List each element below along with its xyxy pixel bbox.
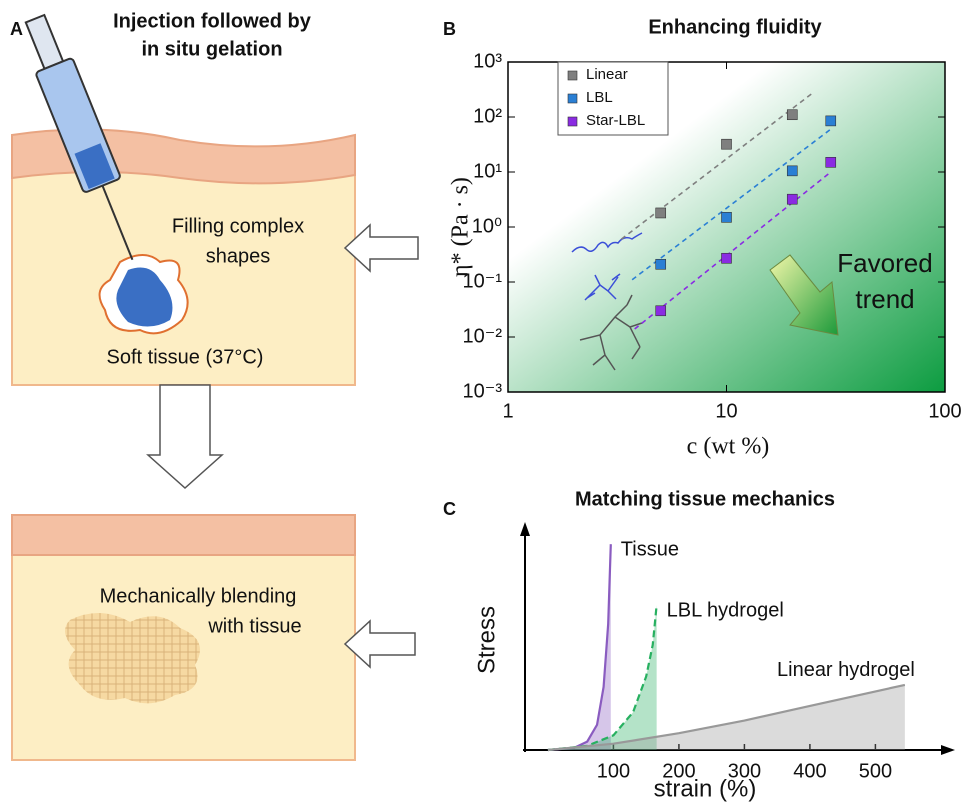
syringe-content <box>74 143 115 190</box>
chart-title: Matching tissue mechanics <box>575 488 835 510</box>
trend-arrow <box>769 254 839 336</box>
label: with tissue <box>207 615 301 637</box>
arrow-left <box>343 223 419 273</box>
gel-fill <box>116 267 173 327</box>
tissue-box <box>11 149 356 386</box>
x-tick-label: 500 <box>859 760 892 782</box>
y-tick-label: 10² <box>473 105 502 127</box>
syringe <box>24 13 134 261</box>
axis-arrow <box>941 745 955 755</box>
blended-gel <box>65 612 200 704</box>
x-tick-label: 1 <box>502 400 513 422</box>
y-tick-label: 10⁻¹ <box>463 270 503 292</box>
arrow-left <box>343 619 416 669</box>
molecule-star <box>579 294 643 371</box>
marker <box>721 212 732 223</box>
fit-line <box>634 171 832 330</box>
legend-label: Star-LBL <box>586 112 645 129</box>
x-tick-label: 200 <box>662 760 695 782</box>
syringe-plunger <box>24 13 65 71</box>
x-tick-label: 400 <box>793 760 826 782</box>
marker <box>721 138 732 150</box>
y-tick-label: 10¹ <box>473 160 502 182</box>
marker <box>825 115 837 127</box>
legend-marker <box>567 70 578 81</box>
label: Mechanically blending <box>100 585 297 607</box>
series-label: Linear hydrogel <box>777 659 915 681</box>
fit-line <box>620 91 814 240</box>
x-tick-label: 300 <box>728 760 761 782</box>
series-area <box>547 684 905 750</box>
y-tick-label: 10³ <box>473 50 502 72</box>
marker <box>655 258 667 270</box>
x-tick-label: 10 <box>715 400 737 422</box>
marker <box>786 165 798 177</box>
marker <box>786 193 798 205</box>
panel-label: B <box>443 19 456 39</box>
label: Filling complex <box>172 215 304 237</box>
label: Soft tissue (37°C) <box>107 346 264 368</box>
legend-marker <box>567 93 578 104</box>
y-tick-label: 10⁻² <box>463 325 503 347</box>
arrow-down <box>146 384 224 490</box>
molecule-lbl <box>584 273 621 301</box>
molecule-linear <box>571 232 643 253</box>
y-tick-label: 10⁻³ <box>463 380 503 402</box>
series-label: LBL hydrogel <box>667 599 784 621</box>
series-area <box>547 605 657 750</box>
x-axis-label: strain (%) <box>654 775 757 802</box>
marker <box>786 109 798 121</box>
marker <box>655 305 667 317</box>
legend-marker <box>567 116 578 127</box>
annotation: trend <box>855 284 914 314</box>
y-axis-label: Stress <box>473 606 500 674</box>
marker <box>721 252 732 264</box>
x-axis-label: c (wt %) <box>687 434 770 460</box>
panel-title: in situ gelation <box>141 38 282 60</box>
x-tick-label: 100 <box>928 400 961 422</box>
panel-label: A <box>10 19 23 39</box>
series-line <box>547 683 906 752</box>
series-area <box>547 544 611 750</box>
annotation: Favored <box>837 248 932 278</box>
legend-label: Linear <box>586 66 628 83</box>
panel-title: Injection followed by <box>113 10 312 32</box>
panel-label: C <box>443 499 456 519</box>
marker <box>825 157 837 168</box>
chart-title: Enhancing fluidity <box>648 16 822 38</box>
y-axis-label: η* (Pa · s) <box>448 177 474 277</box>
marker <box>655 207 667 219</box>
fit-line <box>631 128 832 281</box>
skin-layer <box>11 514 356 556</box>
legend-label: LBL <box>586 89 613 106</box>
series-label: Tissue <box>621 538 679 560</box>
y-tick-label: 10⁰ <box>472 215 502 237</box>
axis-arrow <box>520 522 530 536</box>
x-tick-label: 100 <box>597 760 630 782</box>
label: shapes <box>206 245 271 267</box>
